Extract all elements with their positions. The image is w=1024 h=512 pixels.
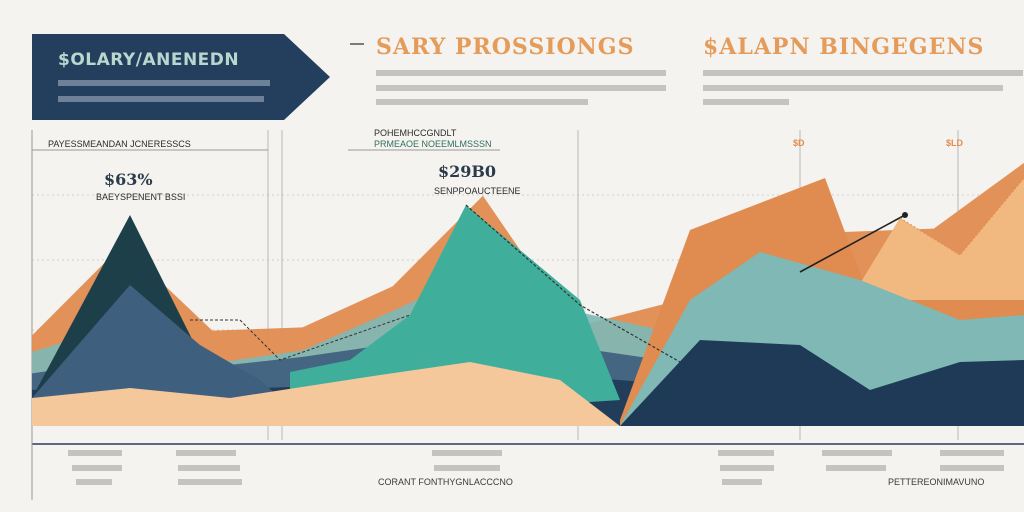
chart-overlay-lines xyxy=(190,177,1024,363)
axis-tick-label xyxy=(176,450,236,456)
axis-tick-label xyxy=(76,479,112,485)
footer-label-right: PETTEREONIMAVUNO xyxy=(888,477,985,487)
description-line xyxy=(376,70,666,76)
value-label-left: $63% xyxy=(104,170,153,189)
axis-tick-label xyxy=(822,450,892,456)
heading-dash xyxy=(350,43,364,45)
description-line xyxy=(703,70,1023,76)
axis-tick-label xyxy=(72,465,122,471)
peak-mid xyxy=(290,205,620,410)
trend-line xyxy=(190,314,411,361)
description-line xyxy=(376,85,666,91)
value-label-right-2: $LD xyxy=(946,138,964,148)
chart-areas xyxy=(32,162,1024,426)
value-sub-mid: SENPPOAUCTEENE xyxy=(434,186,521,196)
value-label-mid: $29B0 xyxy=(438,162,497,181)
title-banner: $OLARY/ANENEDN xyxy=(32,34,330,120)
axis-tick-label xyxy=(718,450,774,456)
trend-point xyxy=(902,212,908,218)
description-line xyxy=(703,85,1003,91)
panel-label-top-left: PAYESSMEANDAN JCNERESSCS xyxy=(48,139,191,149)
trend-line xyxy=(465,204,681,363)
trend-line-orange xyxy=(899,177,1024,256)
banner-subtext-line xyxy=(58,80,270,86)
axis-tick-label xyxy=(178,479,242,485)
axis-tick-label xyxy=(826,465,886,471)
panel-label-top-mid-1: POHEMHCCGNDLT xyxy=(374,128,457,138)
banner-subtext-line xyxy=(58,96,264,102)
trend-line xyxy=(799,214,906,273)
description-line xyxy=(376,99,588,105)
peak-right-light xyxy=(850,178,1024,300)
heading-left: SARY PROSSIONGS xyxy=(376,34,635,60)
panel-label-top-mid-2: PRMEAOE NOEEMLMSSSN xyxy=(374,139,492,149)
value-label-right-1: $D xyxy=(793,138,805,148)
axis-tick-label xyxy=(434,465,500,471)
axis-tick-label xyxy=(720,465,774,471)
axis-tick-label xyxy=(432,450,502,456)
heading-right: $ALAPN BINGEGENS xyxy=(703,34,985,60)
axis-tick-label xyxy=(178,465,240,471)
axis-tick-label xyxy=(940,465,1004,471)
value-sub-left: BAEYSPENENT BSSI xyxy=(96,192,186,202)
band-right-navy xyxy=(620,340,1024,426)
banner-title: $OLARY/ANENEDN xyxy=(58,50,240,70)
footer-label-mid: CORANT FONTHYGNLACCCNO xyxy=(378,477,513,487)
description-line xyxy=(703,99,789,105)
peak-left-front xyxy=(32,285,280,398)
band-bottom-sand xyxy=(32,362,620,426)
axis-tick-label xyxy=(940,450,1004,456)
axis-tick-label xyxy=(722,479,762,485)
axis-tick-label xyxy=(68,450,122,456)
